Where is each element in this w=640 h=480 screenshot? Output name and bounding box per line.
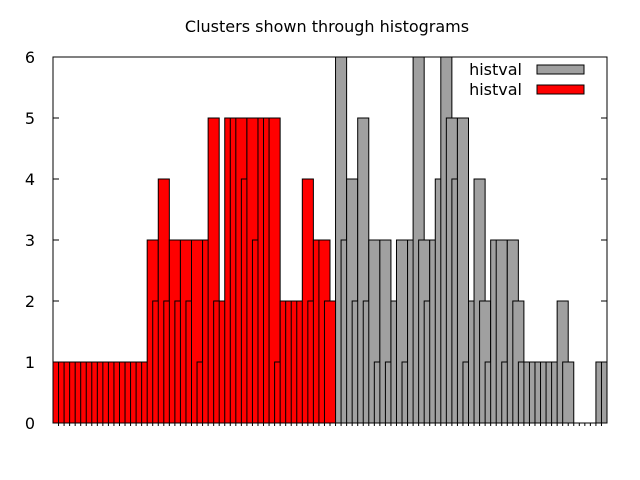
y-tick-label-6: 6 bbox=[25, 48, 35, 67]
y-axis: 0 1 2 3 4 5 6 bbox=[25, 48, 607, 433]
x-axis bbox=[58, 423, 602, 426]
legend-swatch-series-1 bbox=[536, 64, 585, 75]
y-tick-label-0: 0 bbox=[25, 414, 35, 433]
y-tick-label-3: 3 bbox=[25, 231, 35, 250]
y-tick-label-1: 1 bbox=[25, 353, 35, 372]
bar-series1-x99 bbox=[600, 361, 608, 424]
legend-swatch-series-2 bbox=[536, 84, 585, 95]
legend-label-series-1: histval bbox=[469, 60, 522, 79]
legend-label-series-2: histval bbox=[469, 80, 522, 99]
bar-series1-x92 bbox=[562, 361, 575, 424]
bar-series2-x49 bbox=[323, 300, 337, 424]
legend: histval histval bbox=[469, 60, 585, 99]
y-tick-label-2: 2 bbox=[25, 292, 35, 311]
y-tick-label-5: 5 bbox=[25, 109, 35, 128]
y-tick-label-4: 4 bbox=[25, 170, 35, 189]
bars-layer bbox=[52, 56, 608, 424]
chart-title: Clusters shown through histograms bbox=[185, 17, 469, 36]
